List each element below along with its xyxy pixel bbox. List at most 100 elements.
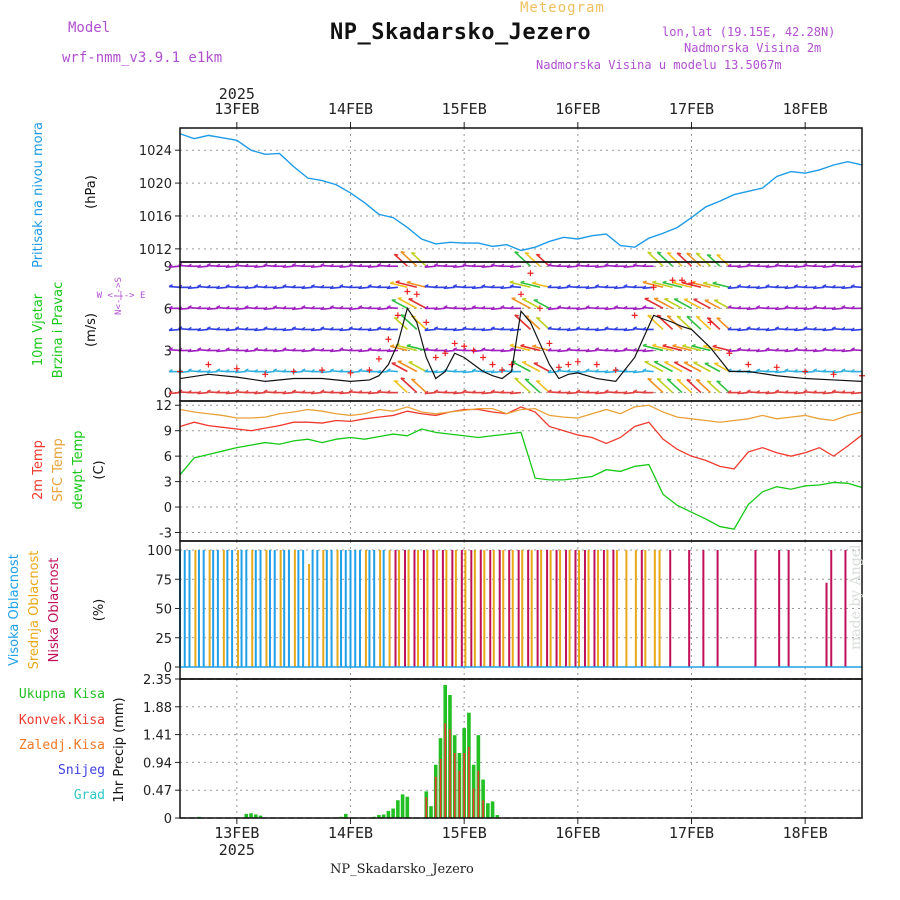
wind-vector-head [187, 348, 192, 353]
wind-vector [585, 369, 597, 373]
wind-vector-head [235, 326, 240, 330]
wind-vector [453, 285, 465, 289]
wind-vector-head [676, 315, 682, 318]
precip-total-bar [490, 801, 495, 818]
wind-vector-head [215, 390, 221, 394]
wind-vector [765, 348, 777, 352]
gust-marker [565, 361, 572, 368]
wind-vector-head [424, 264, 429, 268]
wind-vector-head [197, 305, 202, 310]
wind-vector [168, 328, 181, 332]
wind-vector [547, 307, 559, 311]
temp-tick-label: 3 [164, 476, 172, 491]
wind-vector-head [755, 390, 761, 394]
wind-vector-head [490, 389, 495, 393]
wind-vector-head [575, 347, 581, 352]
wind-vector [367, 285, 379, 289]
panel-frame [179, 127, 863, 263]
wind-vector [367, 265, 379, 269]
wind-vector-head [197, 390, 202, 395]
wind-vector-head [696, 378, 701, 382]
wind-vector [168, 348, 181, 352]
wind-vector [557, 306, 569, 310]
wind-vector [633, 264, 645, 268]
wind-vector-head [850, 347, 855, 351]
wind-vector [566, 391, 578, 395]
wind-vector [642, 306, 654, 310]
gust-marker [366, 367, 373, 374]
wind-vector [500, 349, 512, 353]
wind-vector-head [206, 347, 211, 352]
wind-vector-head [168, 327, 173, 331]
wind-vector [656, 251, 674, 267]
wind-vector [187, 349, 200, 353]
wind-vector [390, 282, 408, 289]
footer-station: NP_Skadarsko_Jezero [330, 862, 474, 877]
wind-vector [235, 264, 247, 268]
wind-vector-head [358, 390, 363, 394]
wind-vector-head [812, 263, 817, 267]
wind-vector-head [310, 327, 315, 331]
wind-vector-head [187, 390, 192, 394]
wind-vector [462, 264, 474, 268]
wind-vector-head [509, 280, 514, 283]
wind-vector-head [452, 347, 458, 351]
wind-vector [841, 286, 853, 290]
wind-vector-head [348, 347, 353, 352]
wind-vector-head [765, 284, 770, 288]
wind-vector-head [736, 390, 742, 395]
wind-vector [850, 391, 863, 395]
wind-vector [311, 285, 323, 289]
wind-vector-head [604, 369, 609, 374]
wind-vector-head [727, 285, 732, 289]
cloud-tick-label: 25 [155, 632, 172, 647]
temp-tick-label: -3 [159, 527, 172, 542]
wind-vector [623, 348, 635, 352]
wind-vector [410, 252, 427, 267]
temp-axis-title: SFC Temp [51, 438, 66, 502]
wind-vector-head [594, 284, 600, 288]
wind-vector [737, 285, 749, 289]
wind-vector [737, 265, 749, 269]
wind-vector-head [566, 368, 571, 373]
gust-marker [593, 361, 600, 368]
wind-compass-ns: N<-|->S [114, 277, 124, 315]
wind-vector [557, 349, 569, 353]
wind-vector [614, 349, 626, 353]
wind-vector-head [433, 389, 439, 393]
wind-vector [358, 369, 370, 373]
wind-vector [168, 265, 181, 269]
wind-vector [727, 306, 739, 310]
wind-vector-head [263, 263, 268, 267]
wind-vector [524, 252, 541, 267]
wind-vector-head [490, 369, 495, 374]
cloud-unit: (%) [92, 599, 107, 622]
wind-vector-head [197, 327, 202, 331]
wind-vector-head [282, 347, 287, 351]
wind-vector [424, 265, 436, 269]
wind-vector [850, 348, 863, 352]
wind-vector-head [547, 347, 552, 352]
wind-vector-head [443, 305, 448, 309]
wind-vector-head [490, 284, 495, 288]
wind-vector [822, 265, 834, 269]
wind-vector-head [411, 252, 416, 255]
wind-vector [547, 264, 559, 268]
wind-vector-head [291, 389, 297, 393]
wind-vector [614, 286, 626, 290]
wind-vector-head [585, 285, 590, 289]
wind-vector-head [215, 285, 221, 289]
wind-vector-head [310, 390, 315, 395]
wind-vector [832, 264, 844, 268]
wind-vector-head [831, 347, 836, 352]
wind-vector-head [244, 305, 249, 309]
wind-vector-head [812, 285, 817, 289]
wind-vector-head [471, 326, 476, 331]
wind-vector [576, 264, 588, 268]
wind-vector [775, 264, 787, 268]
wind-vector-head [755, 263, 761, 267]
wind-vector-head [462, 306, 467, 310]
wind-vector-head [386, 390, 391, 394]
wind-vector-head [647, 314, 652, 317]
wind-vector [706, 254, 721, 267]
